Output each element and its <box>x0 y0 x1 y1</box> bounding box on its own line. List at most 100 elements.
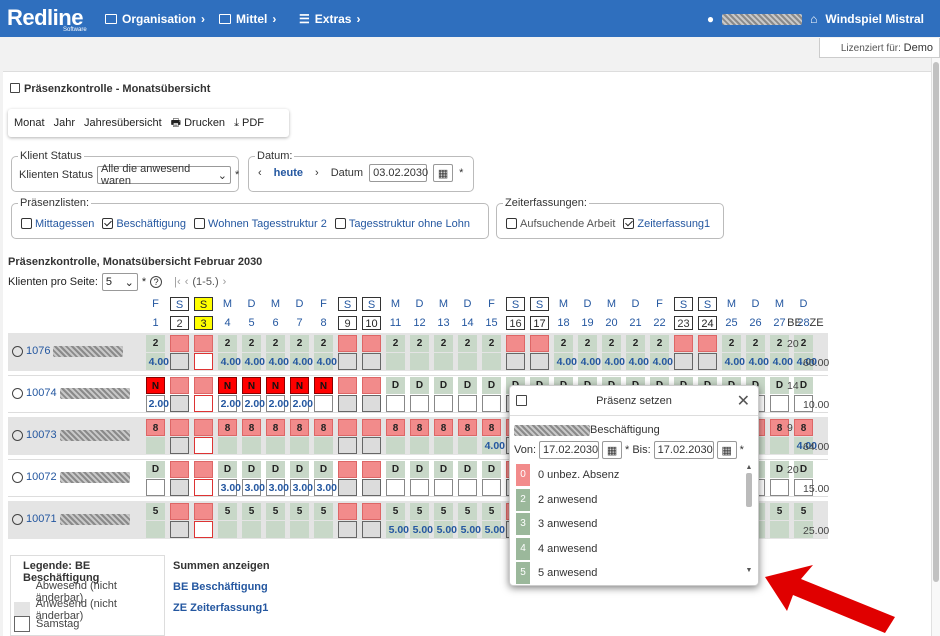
day-hours-value[interactable]: 5.00 <box>460 524 481 536</box>
day-cell-hours[interactable] <box>434 353 453 370</box>
day-cell-hours[interactable] <box>338 395 357 412</box>
bis-calendar-icon[interactable]: ▦ <box>716 441 737 459</box>
day-cell-hours[interactable] <box>386 479 405 496</box>
day-cell-code[interactable]: D <box>266 461 285 478</box>
day-cell-hours[interactable] <box>602 353 621 370</box>
day-hours-value[interactable]: 3.00 <box>292 482 313 494</box>
day-hours-value[interactable]: 2.00 <box>220 398 241 410</box>
day-cell-hours[interactable] <box>386 353 405 370</box>
day-hours-value[interactable]: 4.00 <box>652 356 673 368</box>
day-cell-hours[interactable] <box>362 479 381 496</box>
client-row-label[interactable]: 10074 <box>12 387 130 399</box>
day-number-header[interactable]: 9 <box>338 316 357 330</box>
day-cell-hours[interactable] <box>170 353 189 370</box>
day-cell-hours[interactable] <box>146 395 165 412</box>
day-cell-code[interactable]: 2 <box>482 335 501 352</box>
day-cell-code[interactable] <box>362 335 381 352</box>
day-cell-code[interactable] <box>362 419 381 436</box>
day-cell-hours[interactable] <box>338 437 357 454</box>
praesenz-option[interactable]: 0 0 unbez. Absenz <box>516 464 744 486</box>
jahr-button[interactable]: Jahr <box>53 117 75 129</box>
day-hours-value[interactable]: 4.00 <box>748 356 769 368</box>
day-cell-code[interactable]: 2 <box>314 335 333 352</box>
day-hours-value[interactable]: 3.00 <box>316 482 337 494</box>
client-row-label[interactable]: 10073 <box>12 429 130 441</box>
day-cell-code[interactable]: 2 <box>626 335 645 352</box>
day-cell-hours[interactable] <box>194 353 213 370</box>
day-hours-value[interactable]: 2.00 <box>268 398 289 410</box>
client-id[interactable]: 10071 <box>26 513 57 525</box>
heute-button[interactable]: heute <box>273 167 304 179</box>
day-number-header[interactable]: 11 <box>389 317 402 329</box>
day-cell-code[interactable]: 5 <box>266 503 285 520</box>
day-cell-code[interactable]: 8 <box>386 419 405 436</box>
day-cell-hours[interactable] <box>170 479 189 496</box>
day-cell-code[interactable]: 5 <box>290 503 309 520</box>
praesenz-option[interactable]: 5 5 anwesend <box>516 562 744 584</box>
day-number-header[interactable]: 23 <box>674 316 693 330</box>
first-page-button[interactable]: |‹ <box>174 276 181 288</box>
day-cell-hours[interactable] <box>362 437 381 454</box>
help-icon[interactable]: ? <box>150 276 163 288</box>
day-cell-code[interactable] <box>170 335 189 352</box>
day-cell-hours[interactable] <box>458 353 477 370</box>
day-cell-code[interactable]: 5 <box>218 503 237 520</box>
day-cell-code[interactable]: 8 <box>458 419 477 436</box>
day-cell-hours[interactable] <box>530 353 549 370</box>
client-id[interactable]: 1076 <box>26 345 51 357</box>
day-cell-hours[interactable] <box>794 353 813 370</box>
day-cell-code[interactable]: 8 <box>218 419 237 436</box>
prev-day-button[interactable]: ‹ <box>258 167 262 179</box>
day-hours-value[interactable]: 5.00 <box>388 524 409 536</box>
bis-input[interactable]: 17.02.2030 <box>653 441 714 459</box>
day-number-header[interactable]: 3 <box>194 316 213 330</box>
client-id[interactable]: 10072 <box>26 471 57 483</box>
nav-mittel[interactable]: Mittel › <box>219 12 276 26</box>
day-cell-code[interactable] <box>530 335 549 352</box>
day-cell-hours[interactable] <box>770 353 789 370</box>
day-cell-hours[interactable] <box>722 353 741 370</box>
day-hours-value[interactable]: 2.00 <box>244 398 265 410</box>
day-cell-hours[interactable] <box>338 521 357 538</box>
day-cell-code[interactable]: 8 <box>314 419 333 436</box>
day-cell-code[interactable]: 8 <box>290 419 309 436</box>
day-cell-hours[interactable] <box>266 353 285 370</box>
drucken-button[interactable]: 🖶 Drucken <box>170 116 226 129</box>
day-cell-code[interactable]: D <box>482 461 501 478</box>
day-cell-code[interactable]: D <box>290 461 309 478</box>
day-cell-code[interactable] <box>170 503 189 520</box>
day-cell-hours[interactable] <box>770 395 789 412</box>
day-cell-hours[interactable] <box>674 353 693 370</box>
day-cell-code[interactable]: 2 <box>554 335 573 352</box>
day-cell-code[interactable]: 8 <box>794 419 813 436</box>
day-hours-value[interactable]: 4.00 <box>292 356 313 368</box>
day-cell-code[interactable] <box>338 461 357 478</box>
day-cell-code[interactable]: 8 <box>146 419 165 436</box>
prev-page-button[interactable]: ‹ <box>184 276 189 288</box>
day-cell-hours[interactable] <box>314 479 333 496</box>
day-cell-code[interactable] <box>362 377 381 394</box>
day-cell-hours[interactable] <box>218 479 237 496</box>
day-cell-hours[interactable] <box>242 521 261 538</box>
checkbox-wohnen[interactable]: Wohnen Tagesstruktur 2 <box>194 218 327 230</box>
day-cell-code[interactable]: 2 <box>242 335 261 352</box>
day-cell-code[interactable]: N <box>242 377 261 394</box>
checkbox-beschaeftigung[interactable]: Beschäftigung <box>102 218 186 230</box>
day-cell-hours[interactable] <box>266 521 285 538</box>
day-cell-code[interactable] <box>698 335 717 352</box>
day-cell-hours[interactable] <box>242 437 261 454</box>
day-cell-hours[interactable] <box>218 437 237 454</box>
per-page-select[interactable]: 5 ⌄ <box>101 273 138 291</box>
day-cell-hours[interactable] <box>170 437 189 454</box>
day-cell-hours[interactable] <box>170 521 189 538</box>
day-number-header[interactable]: 26 <box>749 317 762 329</box>
day-cell-hours[interactable] <box>194 479 213 496</box>
day-cell-hours[interactable] <box>458 437 477 454</box>
day-hours-value[interactable]: 4.00 <box>604 356 625 368</box>
day-cell-code[interactable] <box>170 419 189 436</box>
day-cell-hours[interactable] <box>554 353 573 370</box>
day-cell-hours[interactable] <box>290 437 309 454</box>
day-cell-code[interactable]: 5 <box>434 503 453 520</box>
day-cell-hours[interactable] <box>266 395 285 412</box>
day-cell-code[interactable]: 2 <box>266 335 285 352</box>
